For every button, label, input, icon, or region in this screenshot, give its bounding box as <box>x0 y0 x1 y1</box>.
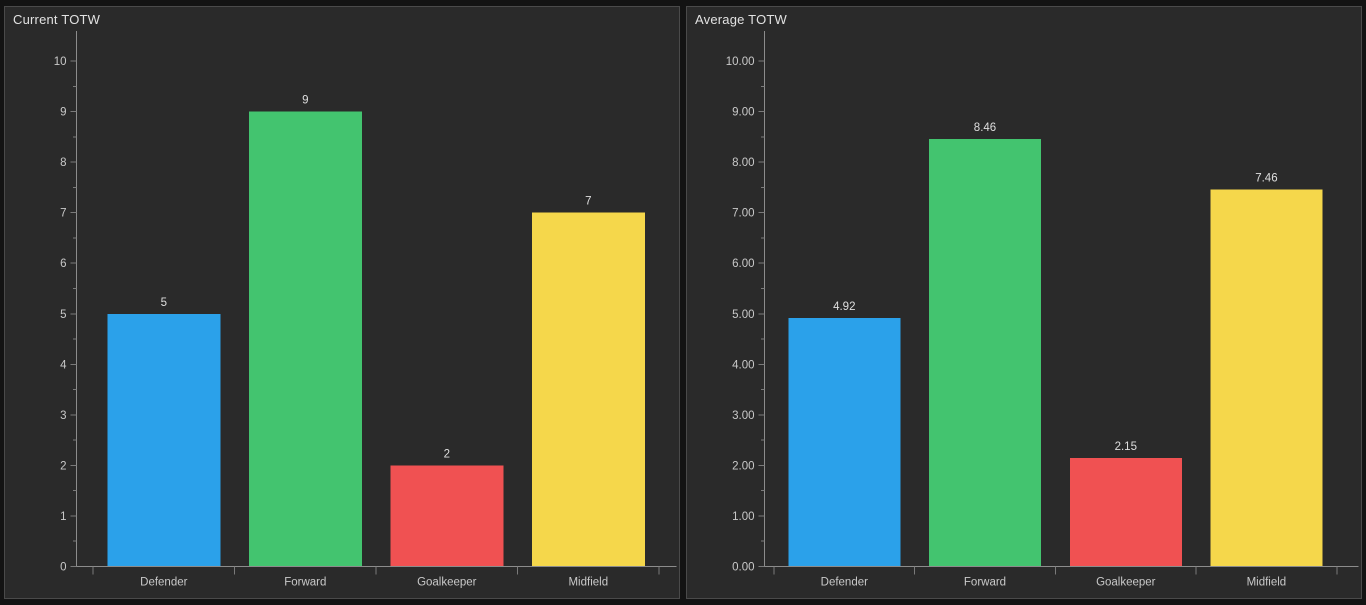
chart-title-average-totw: Average TOTW <box>695 12 787 27</box>
average-totw-chart-panel: Average TOTW 4.92 Defender 8.46 Forward 2.15… <box>686 6 1362 599</box>
average-totw-bar-chart[interactable]: 4.92 Defender 8.46 Forward 2.15 Goalkeeper 7.4… <box>687 7 1361 598</box>
y-axis-tick-label: 9.00 <box>732 107 754 119</box>
y-axis-tick-label: 4.00 <box>732 359 754 371</box>
y-axis-tick-label: 10 <box>54 56 67 68</box>
x-axis-label: Midfield <box>1247 577 1287 589</box>
bar-value-label: 9 <box>302 95 308 107</box>
y-axis-tick-label: 9 <box>60 107 66 119</box>
x-axis-label: Midfield <box>568 577 608 589</box>
bar-value-label: 8.46 <box>974 122 996 134</box>
y-axis-tick-label: 5.00 <box>732 309 754 321</box>
y-axis-tick-label: 6.00 <box>732 258 754 270</box>
bar-value-label: 4.92 <box>833 301 855 313</box>
y-axis-tick-label: 10.00 <box>726 56 755 68</box>
x-axis-label: Defender <box>140 577 187 589</box>
bar-value-label: 7 <box>585 196 591 208</box>
y-axis-tick-label: 0.00 <box>732 562 754 574</box>
x-axis-label: Goalkeeper <box>1096 577 1156 589</box>
y-axis-tick-label: 6 <box>60 258 66 270</box>
y-axis-tick-label: 5 <box>60 309 66 321</box>
x-axis-label: Goalkeeper <box>417 577 477 589</box>
bar-value-label: 2 <box>444 448 450 460</box>
y-axis-tick-label: 7.00 <box>732 208 754 220</box>
y-axis-tick-label: 3 <box>60 410 66 422</box>
bar-midfield[interactable] <box>531 212 645 567</box>
y-axis-tick-label: 8.00 <box>732 157 754 169</box>
current-totw-bar-chart[interactable]: 5 Defender 9 Forward 2 Goalkeeper 7 Midfield 0 1 2… <box>5 7 679 598</box>
bar-goalkeeper[interactable] <box>1069 457 1182 567</box>
current-totw-chart-panel: Current TOTW 5 Defender 9 Forward 2 Goalkeepe… <box>4 6 680 599</box>
y-axis-tick-label: 4 <box>60 359 67 371</box>
y-axis-tick-label: 8 <box>60 157 66 169</box>
bar-goalkeeper[interactable] <box>390 465 504 567</box>
y-axis-tick-label: 2.00 <box>732 460 754 472</box>
bar-value-label: 7.46 <box>1255 172 1277 184</box>
x-axis-label: Forward <box>284 577 326 589</box>
x-axis-label: Defender <box>821 577 868 589</box>
bar-defender[interactable] <box>107 313 221 567</box>
bar-value-label: 2.15 <box>1115 441 1137 453</box>
y-axis-tick-label: 3.00 <box>732 410 754 422</box>
y-axis-tick-label: 7 <box>60 208 66 220</box>
y-axis-tick-label: 0 <box>60 562 66 574</box>
y-axis-tick-label: 1 <box>60 511 66 523</box>
chart-title-current-totw: Current TOTW <box>13 12 101 27</box>
bar-value-label: 5 <box>161 297 167 309</box>
x-axis-label: Forward <box>964 577 1006 589</box>
bar-forward[interactable] <box>929 138 1041 567</box>
y-axis-tick-label: 2 <box>60 460 66 472</box>
bar-defender[interactable] <box>788 317 901 567</box>
y-axis-tick-label: 1.00 <box>732 511 754 523</box>
bar-forward[interactable] <box>248 111 362 567</box>
bar-midfield[interactable] <box>1210 189 1323 567</box>
